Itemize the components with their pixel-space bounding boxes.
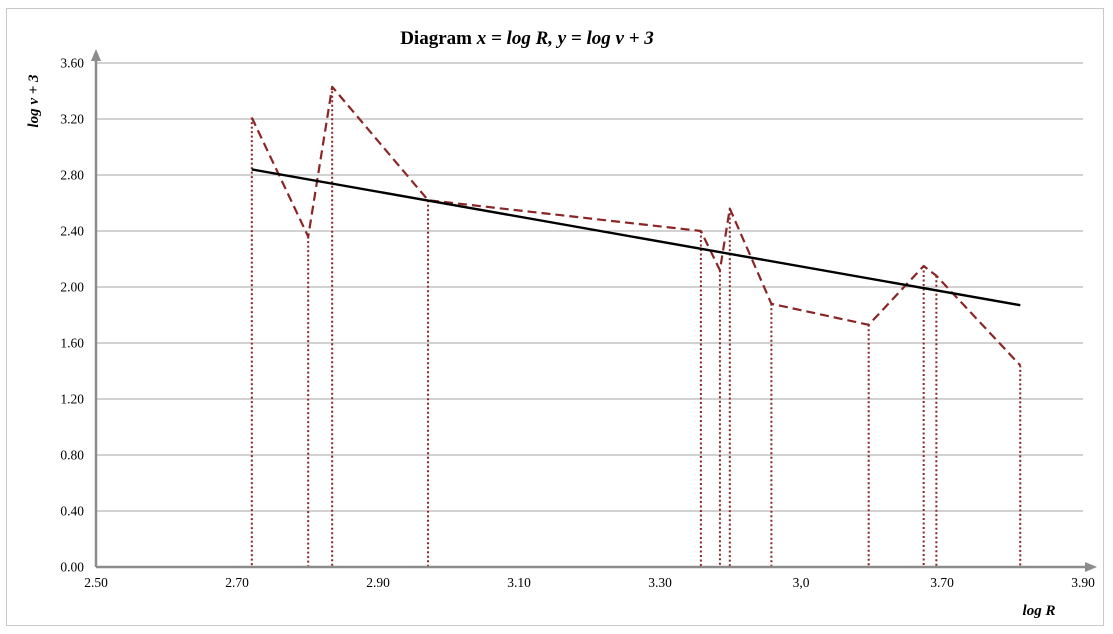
y-axis-arrow: [91, 49, 101, 61]
chart-title-formula: x = log R, y = log v + 3: [476, 28, 654, 49]
x-tick-label: 3.10: [507, 575, 531, 590]
y-tick-label: 0.00: [60, 560, 84, 575]
x-tick-label: 3.70: [930, 575, 954, 590]
y-tick-label: 2.40: [60, 224, 84, 239]
drop-lines: [250, 86, 1022, 567]
chart-frame: Diagram x = log R, y = log v + 3 0.00 0.4…: [6, 8, 1104, 626]
chart-title-prefix: Diagram: [400, 28, 477, 49]
y-tick-label: 0.80: [60, 448, 84, 463]
x-tick-label: 3.90: [1071, 575, 1095, 590]
y-tick-label: 3.20: [60, 112, 84, 127]
y-tick-label: 1.20: [60, 392, 84, 407]
y-tick-label: 2.00: [60, 280, 84, 295]
y-tick-label: 3.60: [60, 56, 84, 71]
x-axis-label: log R: [1023, 603, 1056, 619]
axes: [91, 49, 1097, 572]
x-tick-label: 2.90: [366, 575, 390, 590]
data-series-line: [250, 85, 1022, 367]
chart-title: Diagram x = log R, y = log v + 3: [400, 28, 654, 49]
y-tick-label: 0.40: [60, 504, 84, 519]
y-axis-label: log v + 3: [26, 74, 42, 128]
grid-lines: [96, 62, 1083, 512]
y-tick-label: 1.60: [60, 336, 84, 351]
tick-labels: 0.00 0.40 0.80 1.20 1.60 2.00 2.40 2.80 3.20 3.60…: [60, 56, 1095, 591]
chart-svg: Diagram x = log R, y = log v + 3 0.00 0.4…: [26, 28, 1097, 619]
x-axis-arrow: [1085, 562, 1097, 572]
trend-line: [251, 168, 1021, 307]
x-tick-label: 2.50: [84, 575, 108, 590]
x-tick-label: 2.70: [225, 575, 249, 590]
y-tick-label: 2.80: [60, 168, 84, 183]
series-layer: [250, 85, 1022, 367]
x-tick-label: 3,0: [793, 575, 810, 590]
x-tick-label: 3.30: [648, 575, 672, 590]
